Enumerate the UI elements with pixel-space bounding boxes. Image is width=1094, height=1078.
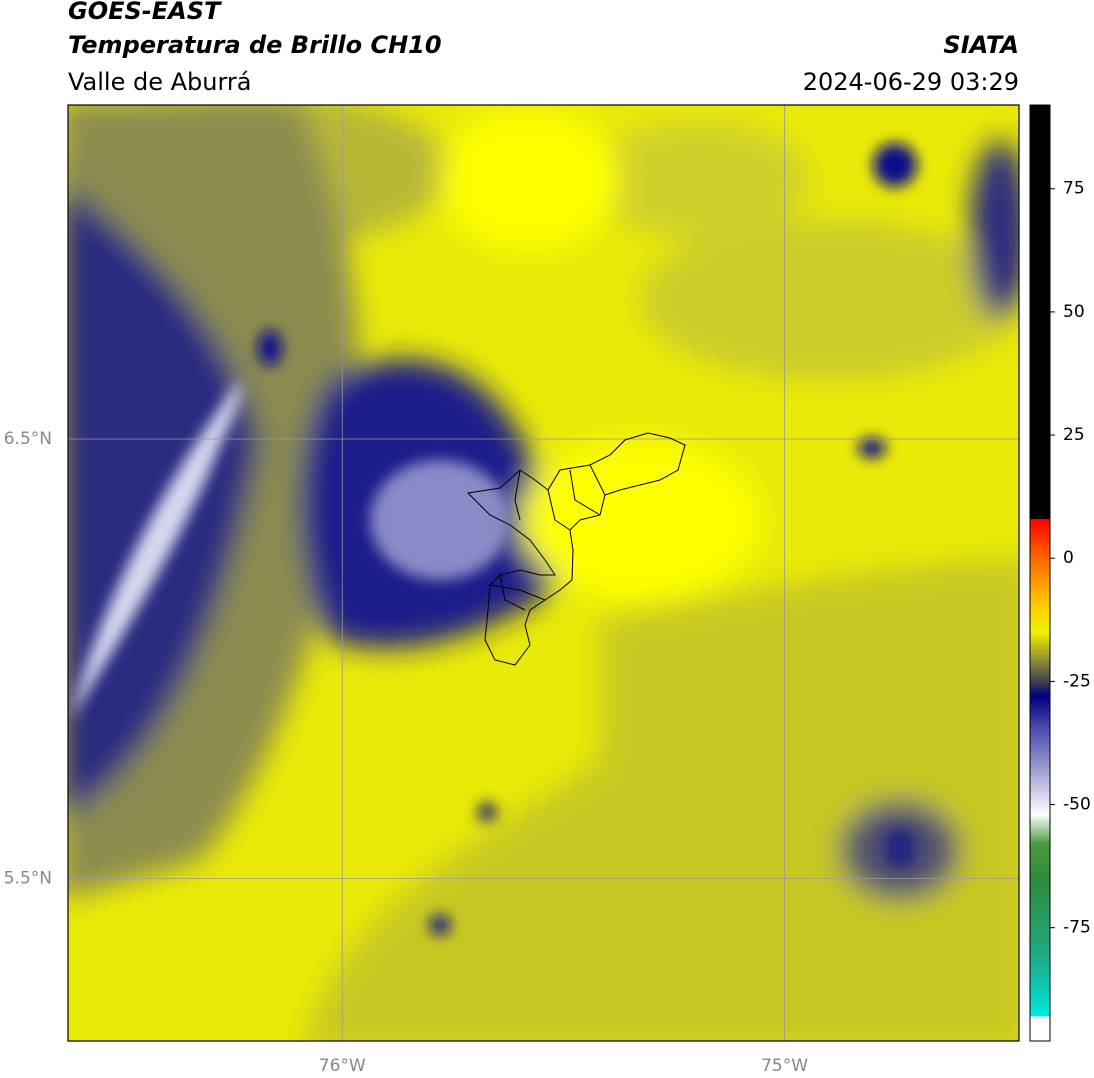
cloud-cores — [70, 143, 917, 935]
warm-area — [440, 110, 620, 250]
datetime: 2024-06-29 03:29 — [803, 68, 1019, 96]
lat-label: 6.5°N — [4, 429, 52, 449]
olive-area — [640, 220, 1019, 380]
colorbar-tick-label: 25 — [1063, 425, 1085, 445]
colorbar-tick-label: 50 — [1063, 302, 1085, 322]
cold-spot — [858, 438, 886, 458]
cold-spot — [873, 143, 917, 187]
geo-labels: 76°W 75°W 6.5°N 5.5°N — [4, 429, 808, 1076]
subtitle: Temperatura de Brillo CH10 — [68, 31, 442, 59]
cold-spot — [430, 915, 450, 935]
cold-spot — [884, 828, 916, 868]
colorbar-tick-label: 75 — [1063, 179, 1085, 199]
source: SIATA — [943, 31, 1019, 59]
cold-cloud — [970, 140, 1019, 320]
cold-spot — [258, 330, 282, 366]
municipal-divisions — [489, 464, 606, 611]
graticule — [68, 105, 1019, 1041]
olive-area — [590, 120, 810, 240]
colorbar-tick-label: 0 — [1063, 548, 1074, 568]
municipal-boundaries — [466, 432, 686, 666]
cold-core — [370, 460, 510, 580]
lon-label: 75°W — [761, 1056, 808, 1076]
cold-spot — [477, 802, 497, 822]
colorbar — [1029, 104, 1051, 1042]
colorbar-ticks: 75 50 25 0 -25 -50 -75 — [1050, 179, 1091, 938]
title: GOES-EAST — [68, 0, 222, 25]
colorbar-tick-label: -50 — [1063, 795, 1091, 815]
satellite-image — [68, 105, 1019, 1041]
region: Valle de Aburrá — [68, 68, 252, 96]
warm-area — [520, 440, 760, 600]
valley-outline — [466, 432, 686, 666]
colorbar-tick-label: -25 — [1063, 671, 1091, 691]
lat-label: 5.5°N — [4, 868, 52, 888]
lon-label: 76°W — [319, 1056, 366, 1076]
colorbar-tick-label: -75 — [1063, 918, 1091, 938]
olive-area — [303, 560, 1019, 1041]
map-frame — [67, 104, 1020, 1042]
coldest-core — [70, 380, 241, 720]
